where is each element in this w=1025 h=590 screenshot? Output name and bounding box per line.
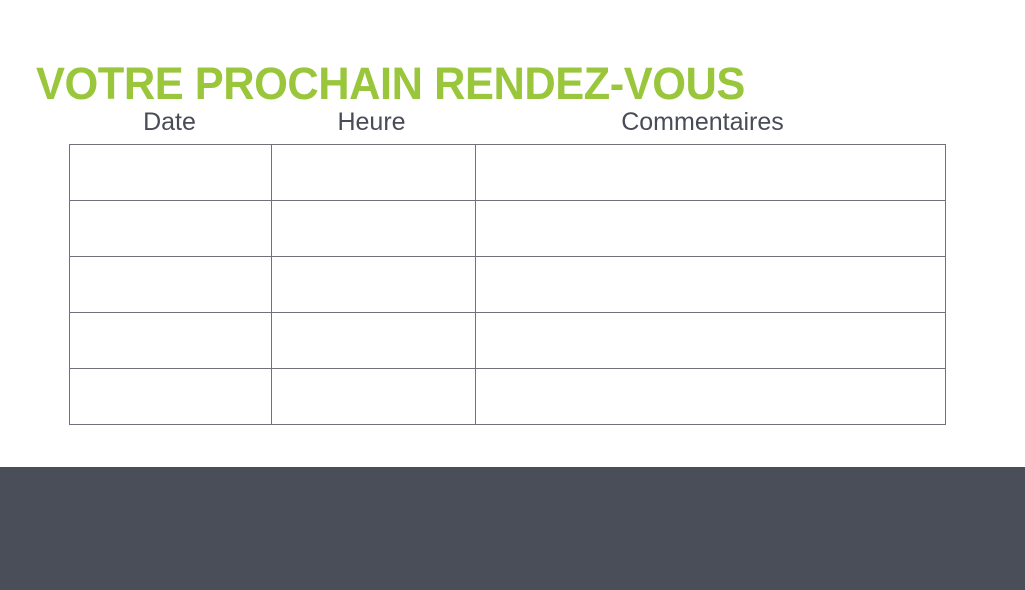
cell-date[interactable] [69, 200, 272, 257]
table-row [69, 200, 946, 257]
cell-commentaires[interactable] [475, 144, 946, 201]
table-column-headers: Date Heure Commentaires [69, 100, 942, 144]
column-header-commentaires: Commentaires [621, 108, 784, 136]
cell-commentaires[interactable] [475, 200, 946, 257]
column-header-date: Date [143, 108, 196, 136]
appointment-table-block: Date Heure Commentaires [69, 100, 946, 425]
page-title: VOTRE PROCHAIN RENDEZ-VOUS [36, 58, 745, 110]
appointment-table-body [69, 144, 946, 425]
cell-heure[interactable] [271, 200, 476, 257]
cell-heure[interactable] [271, 368, 476, 425]
cell-date[interactable] [69, 312, 272, 369]
appointment-table [69, 144, 946, 425]
cell-heure[interactable] [271, 312, 476, 369]
cell-date[interactable] [69, 144, 272, 201]
column-header-heure: Heure [337, 108, 406, 136]
table-row [69, 312, 946, 369]
table-row [69, 256, 946, 313]
cell-date[interactable] [69, 256, 272, 313]
cell-commentaires[interactable] [475, 368, 946, 425]
table-row [69, 368, 946, 425]
cell-date[interactable] [69, 368, 272, 425]
cell-commentaires[interactable] [475, 312, 946, 369]
cell-heure[interactable] [271, 144, 476, 201]
cell-heure[interactable] [271, 256, 476, 313]
cell-commentaires[interactable] [475, 256, 946, 313]
table-row [69, 144, 946, 201]
footer-band [0, 467, 1025, 590]
